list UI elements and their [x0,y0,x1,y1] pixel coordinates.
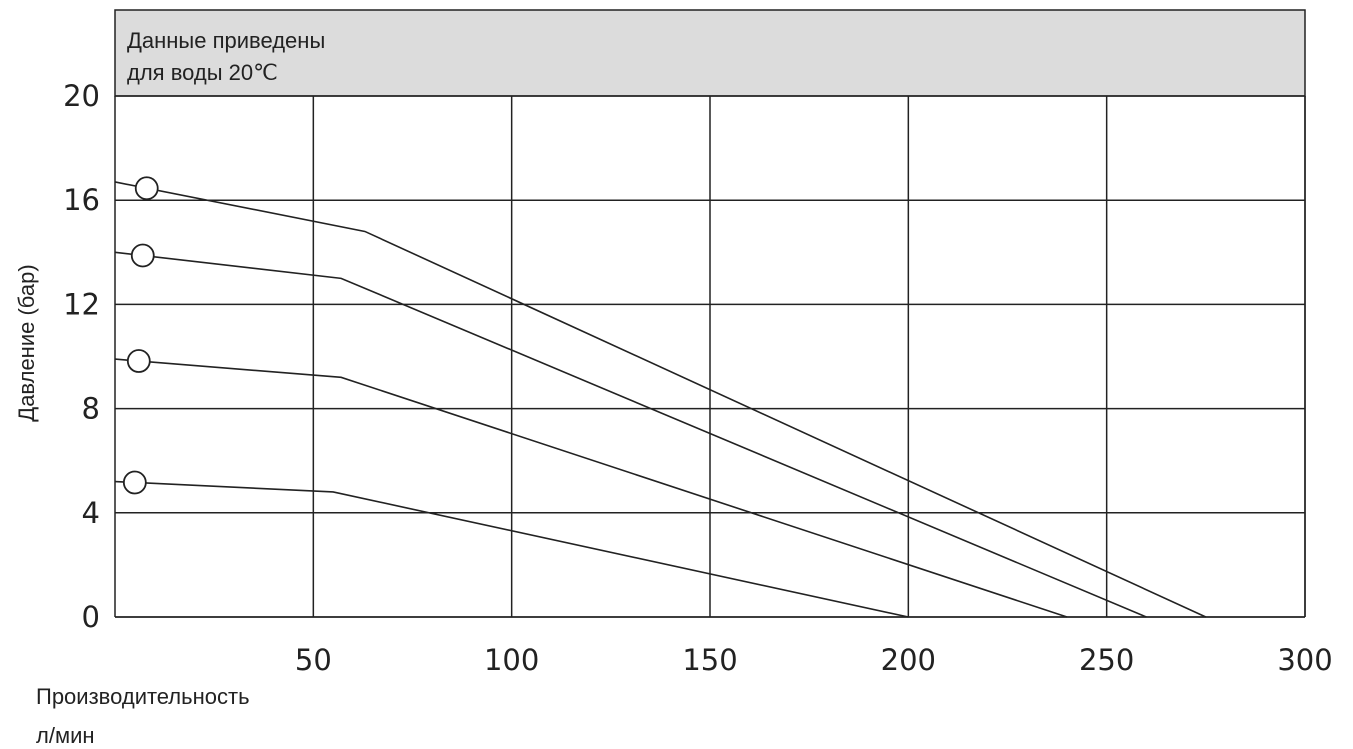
y-axis-label: Давление (бар) [14,264,39,421]
x-tick-label-50: 50 [295,643,332,677]
x-tick-label-100: 100 [484,643,539,677]
x-tick-label-250: 250 [1079,643,1134,677]
series-marker-2 [130,243,155,268]
series-line-2 [114,251,1147,618]
series-line-1 [114,181,1207,618]
x-tick-label-200: 200 [881,643,936,677]
series-marker-3 [126,349,151,373]
tick-labels: 0 4 8 12 16 20 50 100 150 200 250 300 [63,79,1333,677]
note-box [114,9,1306,97]
y-tick-label-20: 20 [63,79,100,113]
x-tick-label-300: 300 [1277,643,1332,677]
x-tick-label-150: 150 [682,643,737,677]
series-line-3 [114,358,1068,618]
y-tick-label-4: 4 [82,496,100,530]
note-line-2: для воды 20℃ [127,60,278,85]
series-marker-1 [134,176,159,201]
grid [114,95,1306,618]
y-tick-label-8: 8 [82,392,100,426]
note-line-1: Данные приведены [127,28,325,53]
series-marker-4 [122,470,147,495]
x-axis-unit: л/мин [36,723,95,748]
y-tick-label-16: 16 [63,183,100,217]
y-tick-label-12: 12 [63,287,100,321]
x-axis-label: Производительность [36,684,250,709]
series-line-4 [114,480,909,618]
series-group [114,176,1207,618]
y-tick-label-0: 0 [82,600,100,634]
